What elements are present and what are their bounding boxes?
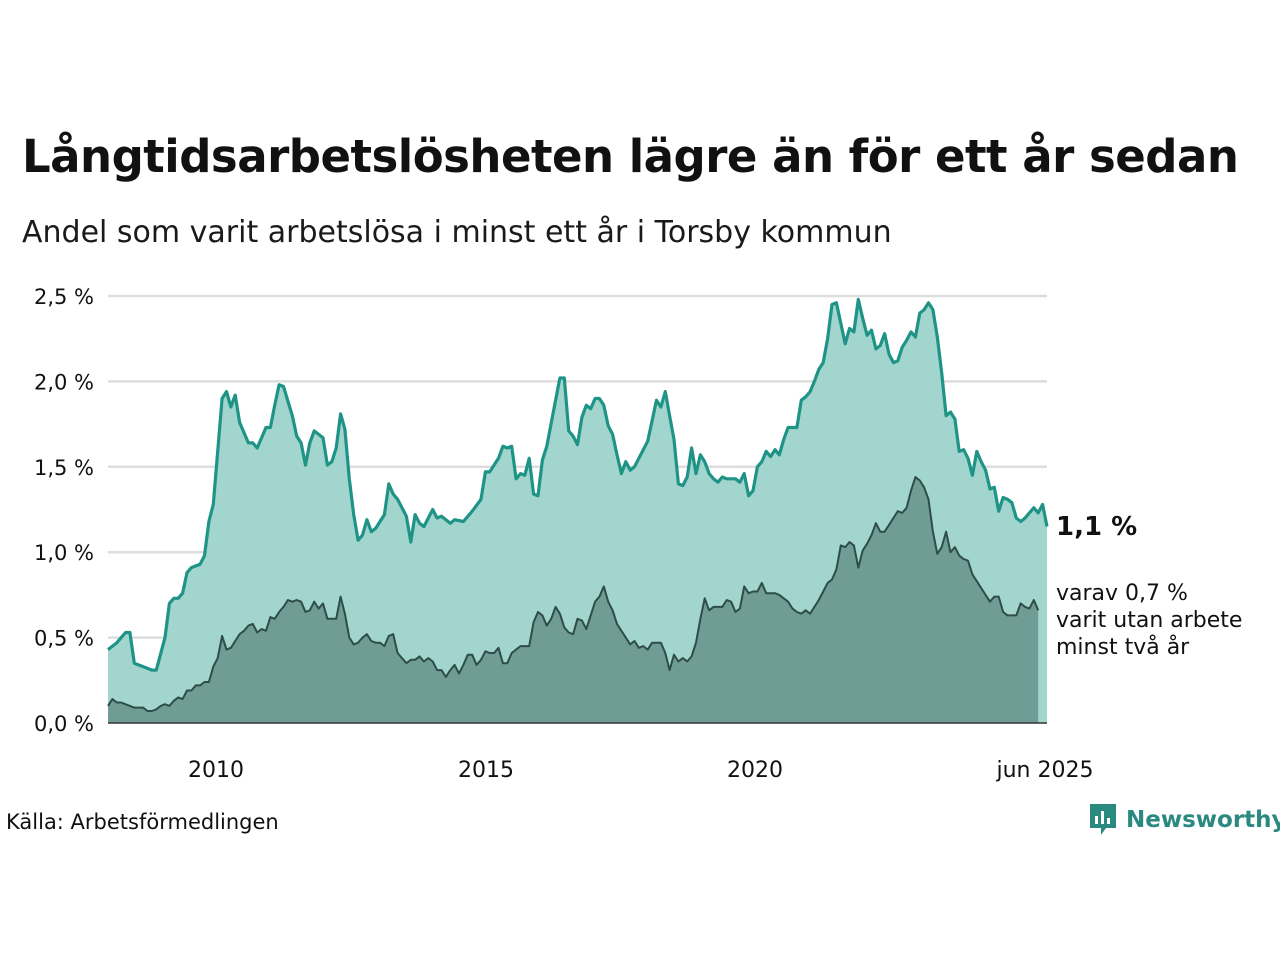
source-note: Källa: Arbetsförmedlingen — [6, 810, 279, 834]
y-tick-label: 0,5 % — [34, 627, 94, 651]
y-tick-label: 2,5 % — [34, 285, 94, 309]
x-tick-label: 2020 — [727, 758, 783, 783]
subvalue-line-2: varit utan arbete — [1056, 608, 1243, 633]
y-tick-label: 0,0 % — [34, 712, 94, 736]
y-tick-label: 1,5 % — [34, 456, 94, 480]
latest-value-label: 1,1 % — [1056, 512, 1138, 542]
chart-subtitle: Andel som varit arbetslösa i minst ett å… — [22, 215, 892, 250]
subvalue-line-1: varav 0,7 % — [1056, 581, 1188, 606]
brand-logo: Newsworthy — [1088, 802, 1280, 838]
y-tick-label: 1,0 % — [34, 541, 94, 565]
series-line-1 — [107, 297, 1049, 672]
x-tick-label: 2015 — [458, 758, 514, 783]
latest-subvalue-label: varav 0,7 % varit utan arbete minst två … — [1056, 580, 1242, 661]
area-chart: 0,0 %0,5 %1,0 %1,5 %2,0 %2,5 % 2010 2015 2… — [34, 285, 1094, 783]
newsworthy-icon — [1090, 804, 1116, 835]
brand-name: Newsworthy — [1126, 807, 1280, 833]
series-area-2 — [108, 477, 1039, 723]
x-tick-label: 2010 — [188, 758, 244, 783]
y-tick-label: 2,0 % — [34, 370, 94, 394]
x-tick-label: jun 2025 — [996, 758, 1094, 783]
y-axis-ticks: 0,0 % 0,5 % 1,0 % 1,5 % 2,0 % 2,5 % — [34, 285, 94, 736]
subvalue-line-3: minst två år — [1056, 635, 1190, 660]
x-axis-ticks: 2010 2015 2020 jun 2025 — [188, 758, 1093, 783]
series-areas — [107, 297, 1049, 724]
chart-title: Långtidsarbetslösheten lägre än för ett … — [22, 130, 1239, 183]
series-line-2 — [107, 476, 1040, 712]
